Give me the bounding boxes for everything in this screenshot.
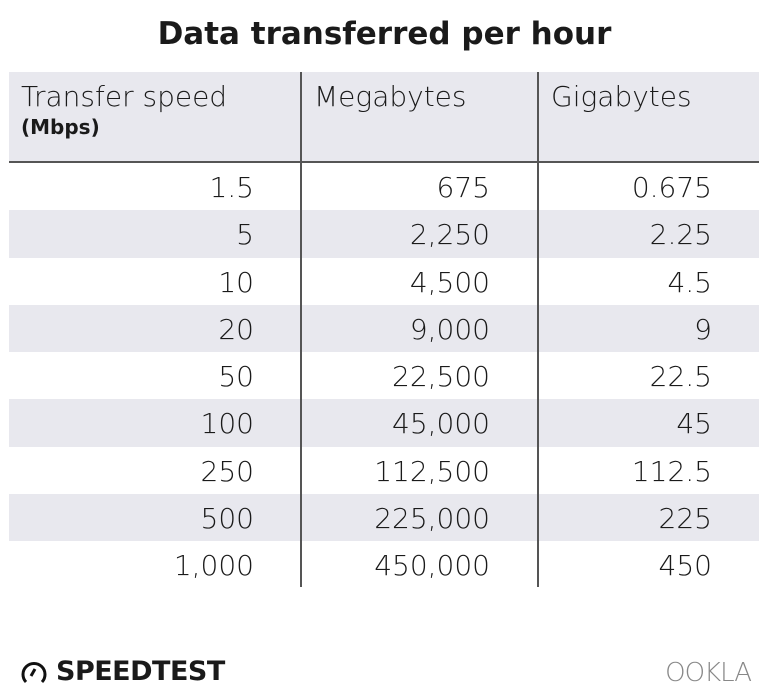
megabytes-cell: 4,500 bbox=[409, 265, 490, 299]
table-row: 250 112,500 112.5 bbox=[9, 447, 759, 494]
megabytes-cell: 675 bbox=[436, 171, 490, 204]
speed-cell: 50 bbox=[218, 360, 254, 394]
header-unit: (Mbps) bbox=[21, 115, 100, 139]
speed-cell: 20 bbox=[218, 312, 254, 346]
gigabytes-cell: 2.25 bbox=[649, 218, 712, 252]
megabytes-cell: 9,000 bbox=[409, 312, 490, 346]
table-header: Transfer speed (Mbps) Megabytes Gigabyte… bbox=[9, 72, 759, 163]
speedometer-icon bbox=[21, 661, 47, 683]
gigabytes-cell: 9 bbox=[694, 312, 712, 346]
table-row: 10 4,500 4.5 bbox=[9, 258, 759, 305]
megabytes-cell: 112,500 bbox=[374, 454, 490, 488]
gigabytes-cell: 450 bbox=[658, 549, 712, 583]
table-row: 100 45,000 45 bbox=[9, 399, 759, 447]
column-divider bbox=[537, 72, 539, 587]
speed-cell: 5 bbox=[236, 218, 254, 252]
table-row: 1,000 450,000 450 bbox=[9, 541, 759, 588]
header-transfer-speed: Transfer speed (Mbps) bbox=[21, 80, 227, 139]
megabytes-cell: 45,000 bbox=[392, 407, 490, 441]
table-row: 1.5 675 0.675 bbox=[9, 163, 759, 210]
gigabytes-cell: 112.5 bbox=[631, 454, 712, 488]
header-label: Transfer speed bbox=[21, 80, 228, 113]
ookla-logo: OOKLA bbox=[665, 658, 752, 688]
speed-cell: 1,000 bbox=[173, 549, 254, 583]
speedtest-wordmark: SPEEDTEST bbox=[56, 656, 225, 687]
table-row: 50 22,500 22.5 bbox=[9, 352, 759, 399]
table-row: 20 9,000 9 bbox=[9, 304, 759, 353]
column-divider bbox=[300, 72, 302, 587]
gigabytes-cell: 45 bbox=[676, 407, 712, 441]
gigabytes-cell: 4.5 bbox=[667, 265, 712, 299]
megabytes-cell: 2,250 bbox=[409, 218, 490, 252]
speed-cell: 100 bbox=[200, 407, 254, 441]
megabytes-cell: 22,500 bbox=[392, 360, 490, 394]
speedtest-logo: SPEEDTEST bbox=[20, 656, 225, 687]
data-table: Transfer speed (Mbps) Megabytes Gigabyte… bbox=[9, 72, 759, 589]
speed-cell: 1.5 bbox=[209, 171, 254, 204]
header-gigabytes: Gigabytes bbox=[551, 80, 692, 113]
megabytes-cell: 450,000 bbox=[374, 549, 490, 583]
table-row: 5 2,250 2.25 bbox=[9, 210, 759, 258]
speed-cell: 500 bbox=[200, 502, 254, 536]
gigabytes-cell: 0.675 bbox=[631, 171, 712, 204]
speed-cell: 10 bbox=[218, 265, 254, 299]
speed-cell: 250 bbox=[200, 454, 254, 488]
header-megabytes: Megabytes bbox=[314, 80, 467, 113]
megabytes-cell: 225,000 bbox=[374, 502, 490, 536]
gigabytes-cell: 22.5 bbox=[649, 360, 712, 394]
chart-title: Data transferred per hour bbox=[157, 16, 612, 52]
table-row: 500 225,000 225 bbox=[9, 494, 759, 542]
gigabytes-cell: 225 bbox=[658, 502, 712, 536]
